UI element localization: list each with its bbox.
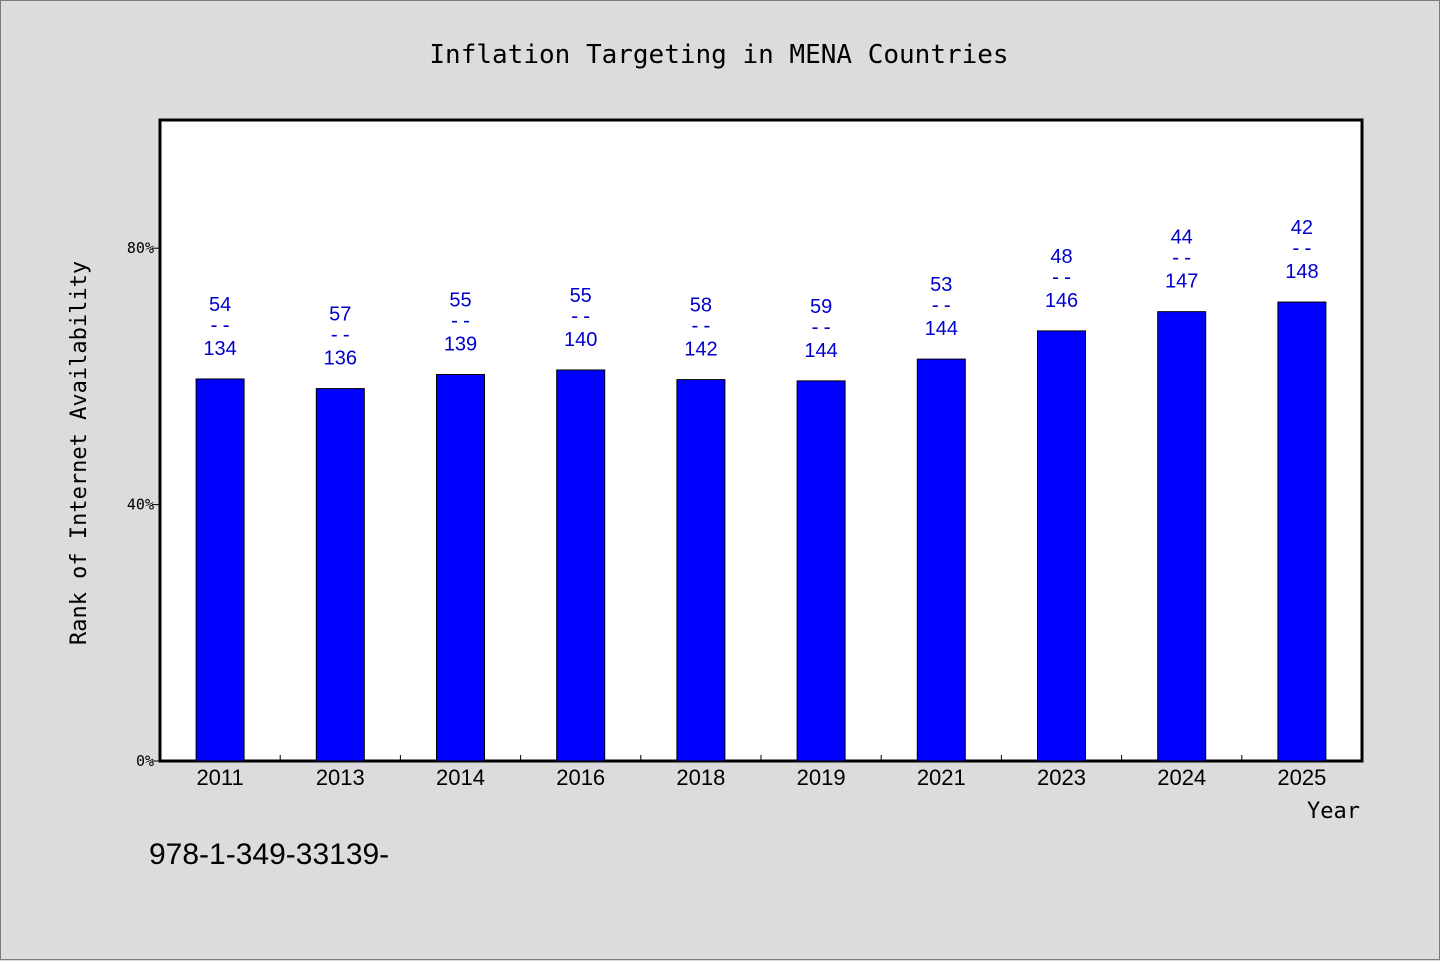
bar (195, 378, 245, 762)
data-label-top: 44 (1171, 227, 1193, 249)
data-label-top: 55 (570, 285, 592, 307)
data-label-separator: -- (448, 308, 472, 332)
data-label-separator: -- (328, 323, 352, 347)
x-tick-label: 2021 (917, 765, 966, 790)
bar (916, 358, 966, 762)
x-tick-label: 2018 (676, 765, 725, 790)
data-label-separator: -- (929, 293, 953, 317)
bar-series (195, 301, 1327, 762)
x-tick-label: 2016 (556, 765, 605, 790)
data-label-separator: -- (1290, 236, 1314, 260)
x-tick-label: 2013 (316, 765, 365, 790)
data-label-separator: -- (689, 314, 713, 338)
chart-title: Inflation Targeting in MENA Countries (429, 40, 1008, 70)
data-label-bottom: 147 (1165, 271, 1198, 293)
x-tick-label: 2014 (436, 765, 485, 790)
data-label-top: 59 (810, 296, 832, 318)
x-tick-label: 2023 (1037, 765, 1086, 790)
data-label-bottom: 139 (444, 333, 477, 355)
y-axis: 0% 40% 80% (127, 239, 160, 770)
data-label-top: 54 (209, 294, 231, 316)
footnote-isbn: 978-1-349-33139- (149, 838, 389, 871)
bar (436, 373, 485, 762)
bar (315, 388, 365, 762)
data-label-bottom: 140 (564, 329, 597, 351)
x-tick-label: 2025 (1277, 765, 1326, 790)
x-tick-label: 2024 (1157, 765, 1206, 790)
data-label-bottom: 144 (925, 318, 958, 340)
y-tick-label: 80% (127, 239, 154, 257)
data-label-bottom: 148 (1285, 261, 1318, 283)
data-label-top: 42 (1291, 217, 1313, 239)
y-tick-label: 0% (136, 752, 154, 770)
data-label-top: 53 (930, 274, 952, 296)
data-label-bottom: 144 (804, 340, 837, 362)
bar (796, 380, 846, 762)
data-label-separator: -- (809, 315, 833, 339)
data-label-bottom: 142 (684, 339, 717, 361)
data-label-bottom: 136 (324, 348, 357, 370)
data-labels: 54--13457--13655--13955--14058--14259--1… (203, 217, 1318, 370)
data-label-top: 55 (449, 289, 471, 311)
y-tick-label: 40% (127, 496, 154, 514)
bar (1037, 330, 1086, 762)
x-axis: 2011 2013 2014 2016 2018 2019 2021 2023 2024 2025 (196, 755, 1326, 790)
bar (1157, 311, 1207, 762)
data-label-separator: -- (208, 313, 232, 337)
bar (1277, 301, 1327, 762)
data-label-separator: -- (569, 304, 593, 328)
data-label-top: 57 (329, 304, 351, 326)
data-label-top: 48 (1050, 246, 1072, 268)
data-label-bottom: 134 (203, 338, 236, 360)
x-tick-label: 2011 (196, 765, 243, 790)
y-axis-label: Rank of Internet Availability (67, 261, 92, 645)
data-label-separator: -- (1170, 246, 1194, 270)
data-label-separator: -- (1049, 265, 1073, 289)
data-label-bottom: 146 (1045, 290, 1078, 312)
data-label-top: 58 (690, 295, 712, 317)
bar (676, 379, 726, 762)
x-tick-label: 2019 (797, 765, 846, 790)
bar (556, 369, 606, 762)
x-axis-label: Year (1307, 799, 1360, 824)
